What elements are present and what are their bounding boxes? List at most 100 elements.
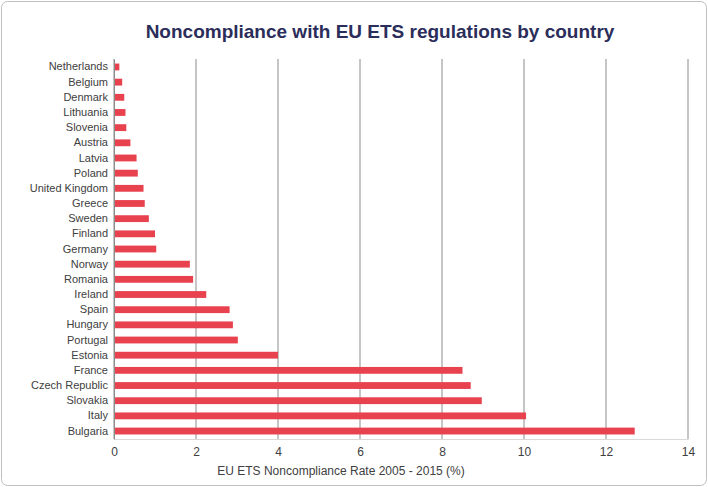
bar	[114, 124, 126, 131]
tick: Romania	[64, 273, 109, 285]
tick: Estonia	[71, 349, 109, 361]
tick: Norway	[71, 258, 109, 270]
bar	[114, 94, 124, 101]
tick: Austria	[74, 136, 109, 148]
grid-line	[196, 59, 197, 439]
bar	[114, 276, 193, 283]
category-label: Slovenia	[66, 121, 109, 133]
y-axis: Netherlands Belgium Denmark Lithuania Sloven…	[30, 60, 115, 440]
chart: 0 2 4 6 8 10 12 14 Netherlands Belgium Denmark Lith…	[0, 0, 708, 487]
bar	[114, 170, 138, 177]
category-label: Lithuania	[63, 106, 109, 118]
bar	[114, 367, 463, 374]
grid-line	[606, 59, 607, 439]
category-label: Germany	[63, 243, 109, 255]
category-label: Belgium	[68, 76, 108, 88]
grid-line	[360, 59, 361, 439]
plot: 0 2 4 6 8 10 12 14 Netherlands Belgium Denmark Lith…	[30, 59, 696, 459]
category-label: Spain	[80, 303, 108, 315]
tick: Latvia	[79, 152, 109, 164]
grid-line	[688, 59, 689, 439]
category-label: Ireland	[74, 288, 108, 300]
tick: Denmark	[63, 91, 108, 103]
tick: United Kingdom	[30, 182, 108, 194]
category-label: Latvia	[79, 152, 109, 164]
category-label: Italy	[88, 409, 109, 421]
tick: Greece	[72, 197, 108, 209]
bar	[114, 428, 635, 435]
tick: Hungary	[66, 318, 108, 330]
bars	[114, 64, 635, 435]
tick: 0	[111, 439, 118, 459]
tick-label: 10	[518, 445, 532, 459]
tick-label: 6	[357, 445, 364, 459]
grid	[114, 59, 688, 439]
chart-frame	[2, 2, 707, 486]
bar	[114, 337, 238, 344]
tick-label: 4	[275, 445, 282, 459]
tick: Italy	[88, 409, 109, 421]
tick: Belgium	[68, 76, 108, 88]
x-axis-title: EU ETS Noncompliance Rate 2005 - 2015 (%…	[217, 464, 464, 478]
tick: France	[74, 364, 108, 376]
bar	[114, 246, 156, 253]
title: Noncompliance with EU ETS regulations by…	[146, 21, 615, 42]
tick: Ireland	[74, 288, 108, 300]
category-label: Denmark	[63, 91, 108, 103]
category-label: Slovakia	[66, 394, 108, 406]
category-label: United Kingdom	[30, 182, 108, 194]
tick: 14	[682, 439, 696, 459]
bar	[114, 321, 233, 328]
bar	[114, 382, 471, 389]
bar	[114, 291, 206, 298]
tick: Slovenia	[66, 121, 109, 133]
category-label: Poland	[74, 167, 108, 179]
tick: Bulgaria	[68, 425, 109, 437]
bar	[114, 185, 144, 192]
tick: 2	[193, 439, 200, 459]
category-label: Netherlands	[49, 60, 109, 72]
bar	[114, 79, 122, 86]
category-label: Greece	[72, 197, 108, 209]
bar	[114, 155, 137, 162]
tick: Poland	[74, 167, 108, 179]
category-label: Hungary	[66, 318, 108, 330]
tick: Czech Republic	[31, 379, 109, 391]
category-label: Finland	[72, 227, 108, 239]
tick: Slovakia	[66, 394, 108, 406]
tick: 6	[357, 439, 364, 459]
bar	[114, 261, 190, 268]
bar	[114, 352, 278, 359]
bar	[114, 139, 130, 146]
tick: Lithuania	[63, 106, 109, 118]
category-label: France	[74, 364, 108, 376]
tick: 12	[600, 439, 614, 459]
bar	[114, 412, 526, 419]
category-label: Czech Republic	[31, 379, 109, 391]
category-label: Norway	[71, 258, 109, 270]
tick: Netherlands	[49, 60, 109, 72]
bar	[114, 215, 149, 222]
tick-label: 2	[193, 445, 200, 459]
grid-line	[442, 59, 443, 439]
category-label: Sweden	[68, 212, 108, 224]
tick-label: 0	[111, 445, 118, 459]
bar	[114, 397, 482, 404]
tick: Sweden	[68, 212, 108, 224]
x-axis-line	[115, 439, 689, 440]
tick: Finland	[72, 227, 108, 239]
tick: 4	[275, 439, 282, 459]
category-label: Austria	[74, 136, 109, 148]
grid-line	[114, 59, 115, 439]
tick: Spain	[80, 303, 108, 315]
grid-line	[278, 59, 279, 439]
category-label: Romania	[64, 273, 109, 285]
tick-label: 12	[600, 445, 614, 459]
tick: Germany	[63, 243, 109, 255]
category-label: Portugal	[67, 334, 108, 346]
tick: 10	[518, 439, 532, 459]
bar	[114, 306, 230, 313]
category-label: Estonia	[71, 349, 109, 361]
tick: 8	[439, 439, 446, 459]
x-axis: 0 2 4 6 8 10 12 14	[111, 439, 695, 459]
